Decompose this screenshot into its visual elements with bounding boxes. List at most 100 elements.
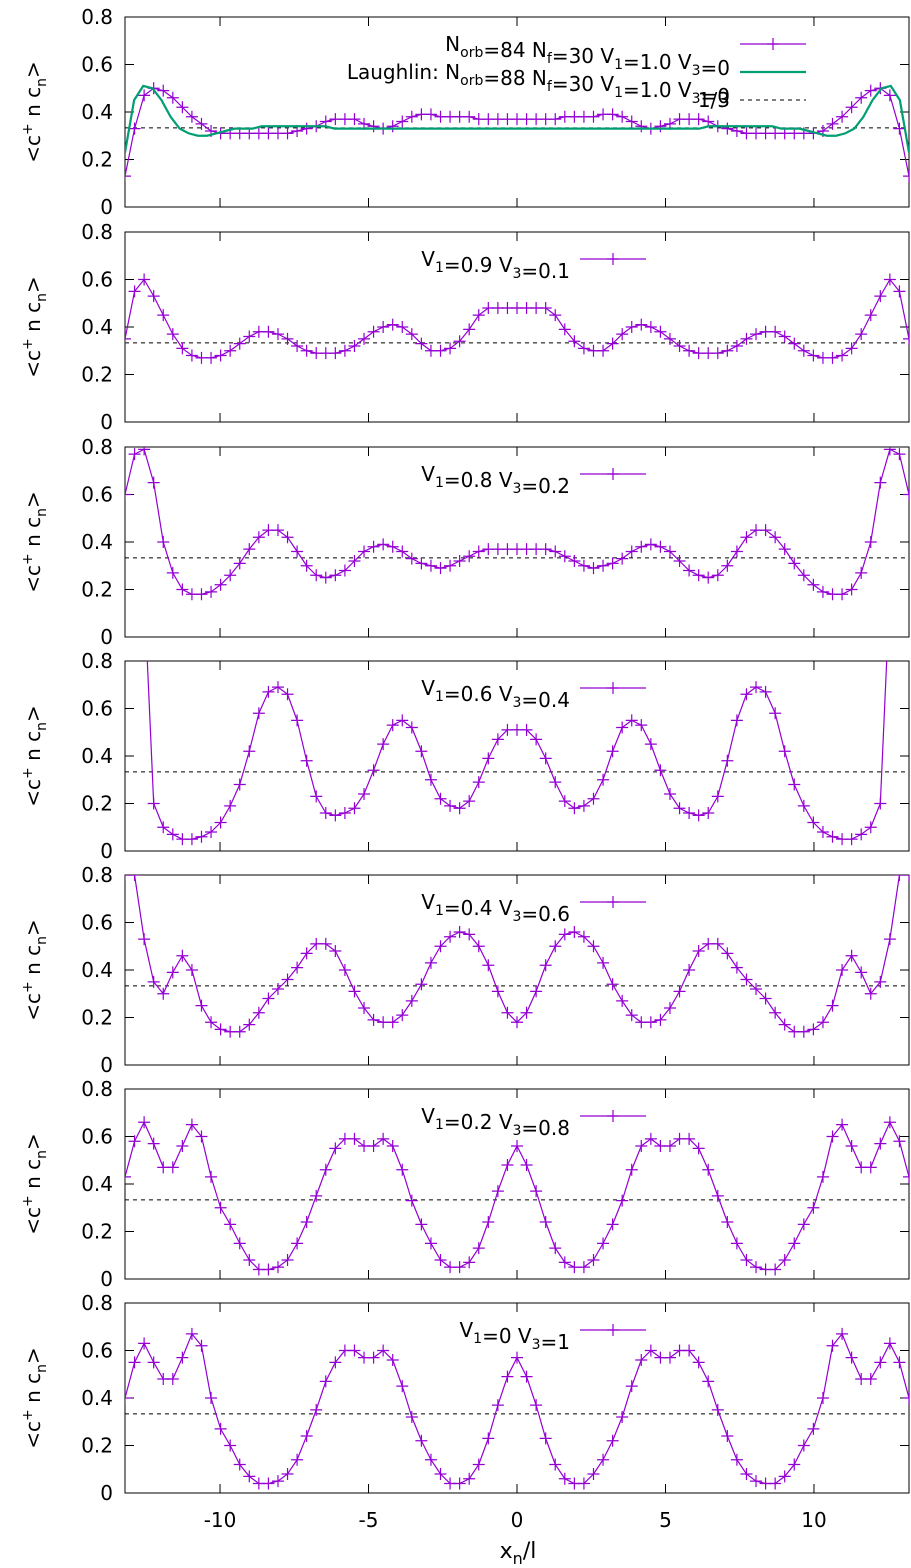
data-point [396, 321, 409, 333]
data-point [224, 1218, 237, 1231]
y-tick-label: 0.8 [81, 5, 113, 29]
data-point [769, 1477, 782, 1490]
data-point [759, 992, 772, 1005]
y-axis-label: <c+ n cn> [20, 1133, 50, 1235]
data-point [797, 344, 810, 357]
y-axis-label-sub: n [34, 1364, 50, 1373]
data-point [300, 1216, 313, 1228]
y-axis-label-part: > [21, 491, 45, 508]
y-axis-label: <c+ n cn> [20, 61, 50, 163]
data-point [730, 714, 743, 727]
data-point [587, 562, 600, 575]
data-point [405, 110, 418, 123]
data-point [396, 115, 409, 128]
data-point [415, 557, 428, 570]
data-point [845, 583, 858, 596]
y-axis-label-sup: + [20, 338, 36, 350]
legend-label-text: =0.4 V [444, 896, 513, 920]
data-point [663, 332, 676, 345]
legend-label-sub: 3 [513, 909, 522, 925]
data-point [415, 1218, 428, 1231]
y-axis-label-part: > [21, 276, 45, 293]
data-point [491, 733, 504, 746]
legend-label-text: V [421, 247, 435, 271]
y-axis-label-sub: n [34, 722, 50, 731]
data-point [721, 754, 734, 767]
data-point [291, 1453, 304, 1466]
y-tick-label: 0.2 [81, 1220, 113, 1244]
data-point [386, 1354, 399, 1366]
data-point [788, 557, 801, 570]
data-point [711, 1403, 724, 1416]
data-point [348, 113, 361, 126]
data-point [778, 330, 791, 343]
data-point [903, 1170, 909, 1183]
legend-sample-marker [607, 468, 619, 480]
data-point [166, 91, 179, 104]
data-point [185, 1118, 198, 1131]
data-point [654, 325, 667, 338]
y-tick-label: 0.8 [81, 220, 113, 244]
y-tick-label: 0.6 [81, 911, 113, 935]
y-tick-label: 0.4 [81, 100, 113, 124]
legend: V1=0.9 V3=0.1 [421, 247, 646, 283]
data-point [616, 1411, 629, 1423]
y-axis-label-part: n c [21, 1373, 45, 1409]
data-point [883, 933, 896, 946]
plot-frame [124, 231, 910, 423]
data-point [147, 476, 160, 489]
y-axis-label: <c+ n cn> [20, 491, 50, 593]
data-point [635, 318, 648, 331]
data-point [740, 1468, 753, 1480]
data-point [587, 792, 600, 805]
data-point [205, 585, 218, 598]
data-point [358, 545, 371, 558]
legend-label-sub: 3 [513, 1123, 522, 1139]
data-point [683, 344, 696, 357]
data-point [558, 323, 571, 336]
data-point [453, 555, 466, 567]
data-point [673, 985, 686, 998]
data-point [396, 714, 409, 727]
data-point [415, 337, 428, 350]
data-point [281, 1468, 294, 1480]
data-point [214, 578, 227, 591]
y-tick-label: 0.4 [81, 744, 113, 768]
legend-label-text: =0.1 [521, 259, 570, 283]
data-point [243, 1254, 256, 1266]
data-point [597, 1237, 610, 1250]
data-point [711, 347, 724, 360]
y-axis-label-sup: + [20, 1195, 36, 1207]
y-axis-label-part: > [21, 61, 45, 78]
data-point [549, 545, 562, 558]
data-point [864, 1373, 877, 1385]
legend-label-sub: orb [460, 45, 483, 61]
data-point [214, 1422, 227, 1435]
series-group [125, 273, 909, 364]
data-point [291, 545, 304, 558]
data-point [644, 738, 657, 751]
data-point [367, 325, 380, 338]
data-point [472, 1458, 485, 1471]
data-point [539, 302, 552, 314]
data-point [903, 875, 909, 881]
data-point [281, 127, 294, 140]
data-point [444, 342, 457, 355]
x-tick-label: -10 [204, 1508, 237, 1532]
data-point [883, 273, 896, 286]
data-point [128, 1135, 141, 1148]
data-point [224, 799, 237, 812]
y-axis-label-sub: n [34, 508, 50, 517]
data-point [185, 964, 198, 976]
data-point [281, 973, 294, 986]
data-point [816, 1392, 829, 1404]
legend-label-text: =84 N [483, 38, 547, 62]
y-tick-label: 0.2 [81, 1006, 113, 1030]
data-point [233, 778, 246, 791]
data-point [807, 1422, 820, 1435]
data-point [472, 776, 485, 789]
data-point [836, 349, 849, 362]
data-point [185, 833, 198, 846]
data-point [463, 550, 476, 563]
